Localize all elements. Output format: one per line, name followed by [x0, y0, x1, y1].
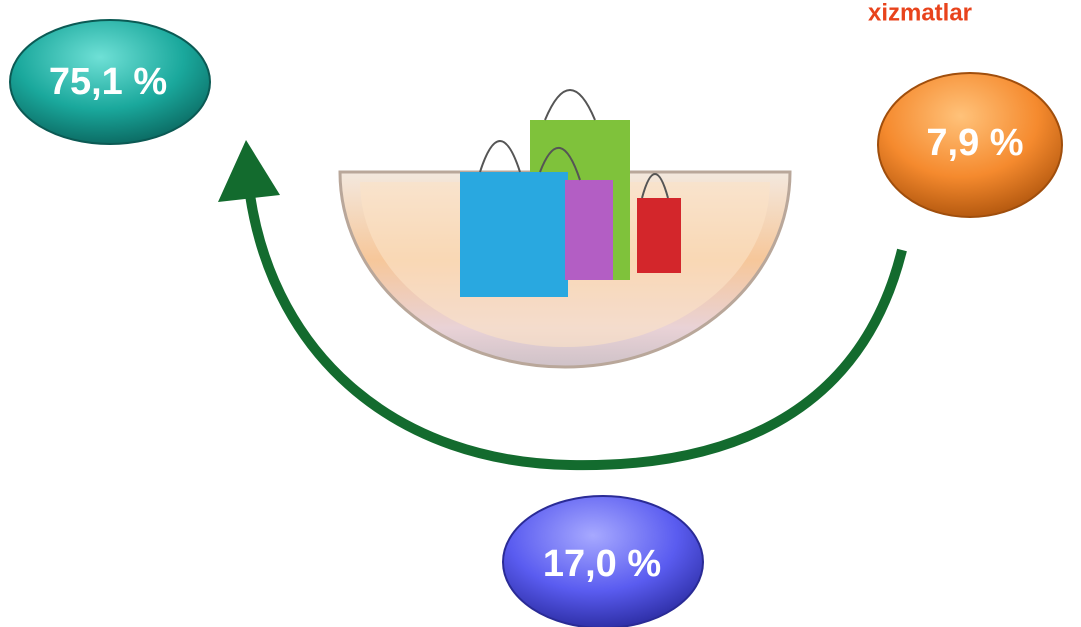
- node-label: 75,1 %: [49, 61, 167, 103]
- node-bubble: [502, 495, 704, 627]
- node-bubble: [9, 19, 211, 145]
- heading: xizmatlar: [868, 0, 972, 26]
- node-label: 17,0 %: [543, 543, 661, 585]
- basket: [338, 89, 792, 369]
- node-label: 7,9 %: [926, 122, 1023, 164]
- cycle-arrow: [218, 140, 907, 471]
- node-bubble: [877, 72, 1063, 218]
